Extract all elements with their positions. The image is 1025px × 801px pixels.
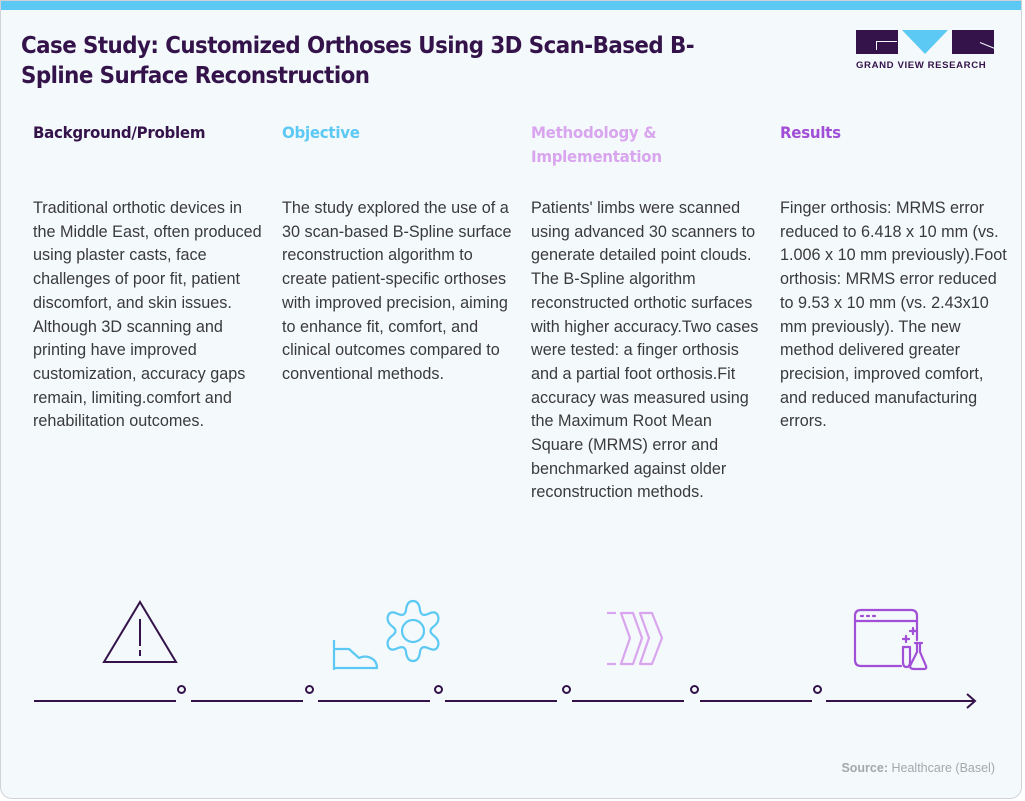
logo-g-block xyxy=(856,30,898,54)
column-heading: Background/Problem xyxy=(33,123,206,142)
timeline-node xyxy=(562,685,571,694)
timeline-segment xyxy=(191,700,303,702)
column-body: The study explored the use of a 30 scan-… xyxy=(282,199,512,383)
foot-orthosis-gear-icon xyxy=(332,599,440,670)
warning-triangle-icon xyxy=(102,600,178,663)
logo-text: GRAND VIEW RESEARCH xyxy=(856,60,987,71)
column-body: Finger orthosis: MRMS error reduced to 6… xyxy=(780,199,1007,431)
timeline-segment xyxy=(572,700,684,702)
source-citation: Source: Healthcare (Basel) xyxy=(841,761,995,775)
timeline-segment xyxy=(34,700,176,702)
timeline-segment xyxy=(445,700,557,702)
grand-view-research-logo: GRAND VIEW RESEARCH xyxy=(856,30,1001,71)
timeline-node xyxy=(434,685,443,694)
timeline xyxy=(33,681,983,711)
timeline-segment xyxy=(826,700,974,702)
lab-results-window-icon xyxy=(853,608,928,671)
source-value: Healthcare (Basel) xyxy=(891,761,995,775)
timeline-segment xyxy=(318,700,430,702)
logo-r-block xyxy=(952,30,994,54)
page-title: Case Study: Customized Orthoses Using 3D… xyxy=(21,33,695,89)
column-heading: Results xyxy=(780,123,841,142)
timeline-node xyxy=(305,685,314,694)
top-accent-band xyxy=(1,1,1021,10)
process-chevrons-icon xyxy=(607,611,664,666)
timeline-node xyxy=(690,685,699,694)
column-objective: Objective The study explored the use of … xyxy=(282,121,512,387)
logo-mark-icon xyxy=(856,30,1001,54)
column-results: Results Finger orthosis: MRMS error redu… xyxy=(780,121,1010,434)
column-body: Traditional orthotic devices in the Midd… xyxy=(33,199,262,431)
source-label: Source: xyxy=(841,761,888,775)
timeline-segment xyxy=(700,700,812,702)
column-background-problem: Background/Problem Traditional orthotic … xyxy=(33,121,263,434)
column-methodology: Methodology & Implementation Patients' l… xyxy=(531,121,761,505)
column-body: Patients' limbs were scanned using advan… xyxy=(531,199,759,502)
timeline-arrow-icon xyxy=(966,693,977,709)
column-heading: Methodology & Implementation xyxy=(531,123,662,166)
column-heading: Objective xyxy=(282,123,360,142)
timeline-node xyxy=(813,685,822,694)
logo-v-triangle xyxy=(902,30,948,54)
timeline-node xyxy=(177,685,186,694)
